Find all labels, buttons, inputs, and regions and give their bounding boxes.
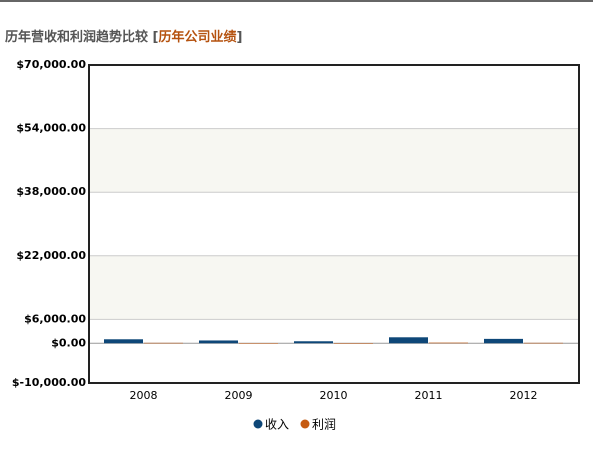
title-text: 历年营收和利润趋势比较 [5, 29, 148, 45]
x-tick-label: 2011 [415, 389, 443, 402]
y-tick-label: $22,000.00 [16, 249, 86, 262]
y-tick-label: $6,000.00 [24, 312, 86, 325]
chart-title: 历年营收和利润趋势比较 [历年公司业绩] [5, 29, 242, 45]
grid-band [89, 128, 579, 193]
legend-marker [300, 419, 310, 429]
x-tick-label: 2008 [130, 389, 158, 402]
bar [294, 341, 333, 344]
y-tick-label: $0.00 [51, 336, 86, 349]
plot-area: $-10,000.00 $0.00 $6,000.00 $22,000.00 $38,0… [12, 58, 580, 432]
x-tick-label: 2012 [510, 389, 538, 402]
x-tick-label: 2010 [320, 389, 348, 402]
bar [524, 342, 563, 344]
company-link[interactable]: 历年公司业绩 [158, 29, 236, 45]
y-tick-label: $70,000.00 [16, 58, 86, 71]
y-tick-label: $54,000.00 [16, 122, 86, 135]
grid-band [89, 255, 579, 320]
bar [389, 337, 428, 344]
plot-frame [88, 64, 580, 384]
bar [429, 342, 468, 344]
bar [144, 342, 183, 344]
y-tick-label: $-10,000.00 [12, 376, 86, 389]
legend-label: 收入 [265, 418, 289, 432]
bracket: [ [148, 30, 159, 45]
bracket: ] [237, 30, 243, 45]
bar [334, 343, 373, 344]
x-tick-label: 2009 [225, 389, 253, 402]
legend-marker [253, 419, 263, 429]
bar [199, 340, 238, 344]
bar [484, 338, 523, 344]
y-tick-label: $38,000.00 [16, 185, 86, 198]
bar [239, 343, 278, 344]
bar [104, 339, 143, 344]
legend-label: 利润 [312, 418, 336, 432]
